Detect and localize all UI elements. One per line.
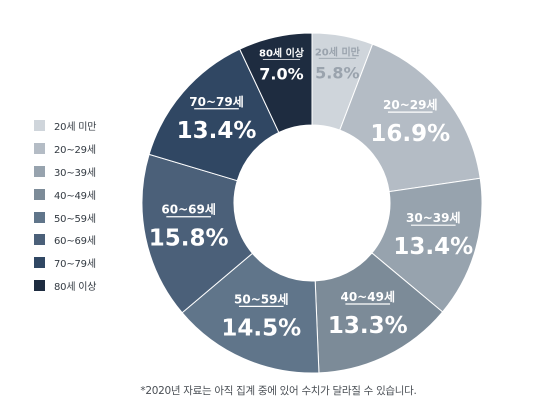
donut-slice	[148, 48, 280, 182]
slice-category-label: 40~49세	[340, 289, 395, 304]
legend: 20세 미만 20~29세 30~39세 40~49세 50~59세 60~69세 70~7…	[34, 116, 97, 299]
donut-slice	[371, 177, 483, 313]
slice-value-label: 13.4%	[177, 118, 257, 144]
slice-category-label: 70~79세	[189, 94, 244, 109]
slice-value-label: 13.3%	[328, 313, 408, 339]
slice-value-label: 14.5%	[221, 315, 301, 341]
legend-swatch	[34, 257, 45, 269]
slice-category-label: 80세 이상	[259, 46, 305, 59]
footnote: *2020년 자료는 아직 집계 중에 있어 수치가 달라질 수 있습니다.	[140, 385, 417, 397]
legend-item: 60~69세	[34, 230, 96, 249]
donut-slice	[314, 252, 444, 374]
legend-label: 50~59세	[54, 213, 96, 225]
legend-item: 20~29세	[34, 139, 96, 158]
donut-slice	[339, 43, 481, 193]
slice-category-label: 50~59세	[234, 291, 289, 306]
slice-value-label: 13.4%	[393, 234, 473, 260]
legend-label: 80세 이상	[54, 282, 97, 294]
slice-value-label: 7.0%	[259, 64, 303, 83]
legend-item: 40~49세	[34, 185, 96, 204]
legend-swatch	[34, 120, 45, 131]
slice-value-label: 16.9%	[370, 121, 450, 147]
legend-item: 20세 미만	[34, 116, 97, 135]
legend-swatch	[34, 234, 45, 246]
legend-item: 30~39세	[34, 162, 96, 181]
slice-category-label: 60~69세	[161, 202, 216, 217]
legend-swatch	[34, 188, 45, 200]
legend-item: 50~59세	[34, 208, 96, 227]
legend-label: 40~49세	[54, 190, 96, 202]
legend-label: 20세 미만	[54, 122, 97, 133]
legend-swatch	[34, 280, 45, 292]
donut-slice	[239, 32, 313, 134]
legend-label: 30~39세	[54, 167, 96, 179]
donut-slice	[141, 153, 254, 314]
legend-item: 80세 이상	[34, 276, 97, 295]
legend-item: 70~79세	[34, 253, 96, 272]
donut-slice	[181, 252, 320, 374]
slice-category-label: 20~29세	[383, 97, 438, 112]
legend-label: 20~29세	[54, 144, 96, 156]
legend-swatch	[34, 142, 45, 154]
slice-value-label: 5.8%	[315, 63, 359, 82]
legend-label: 60~69세	[54, 236, 96, 248]
legend-label: 70~79세	[54, 259, 96, 271]
slice-value-label: 15.8%	[149, 226, 229, 252]
legend-swatch	[34, 165, 45, 177]
slice-category-label: 20세 미만	[315, 45, 361, 58]
slice-category-label: 30~39세	[406, 210, 461, 225]
legend-swatch	[34, 211, 45, 223]
